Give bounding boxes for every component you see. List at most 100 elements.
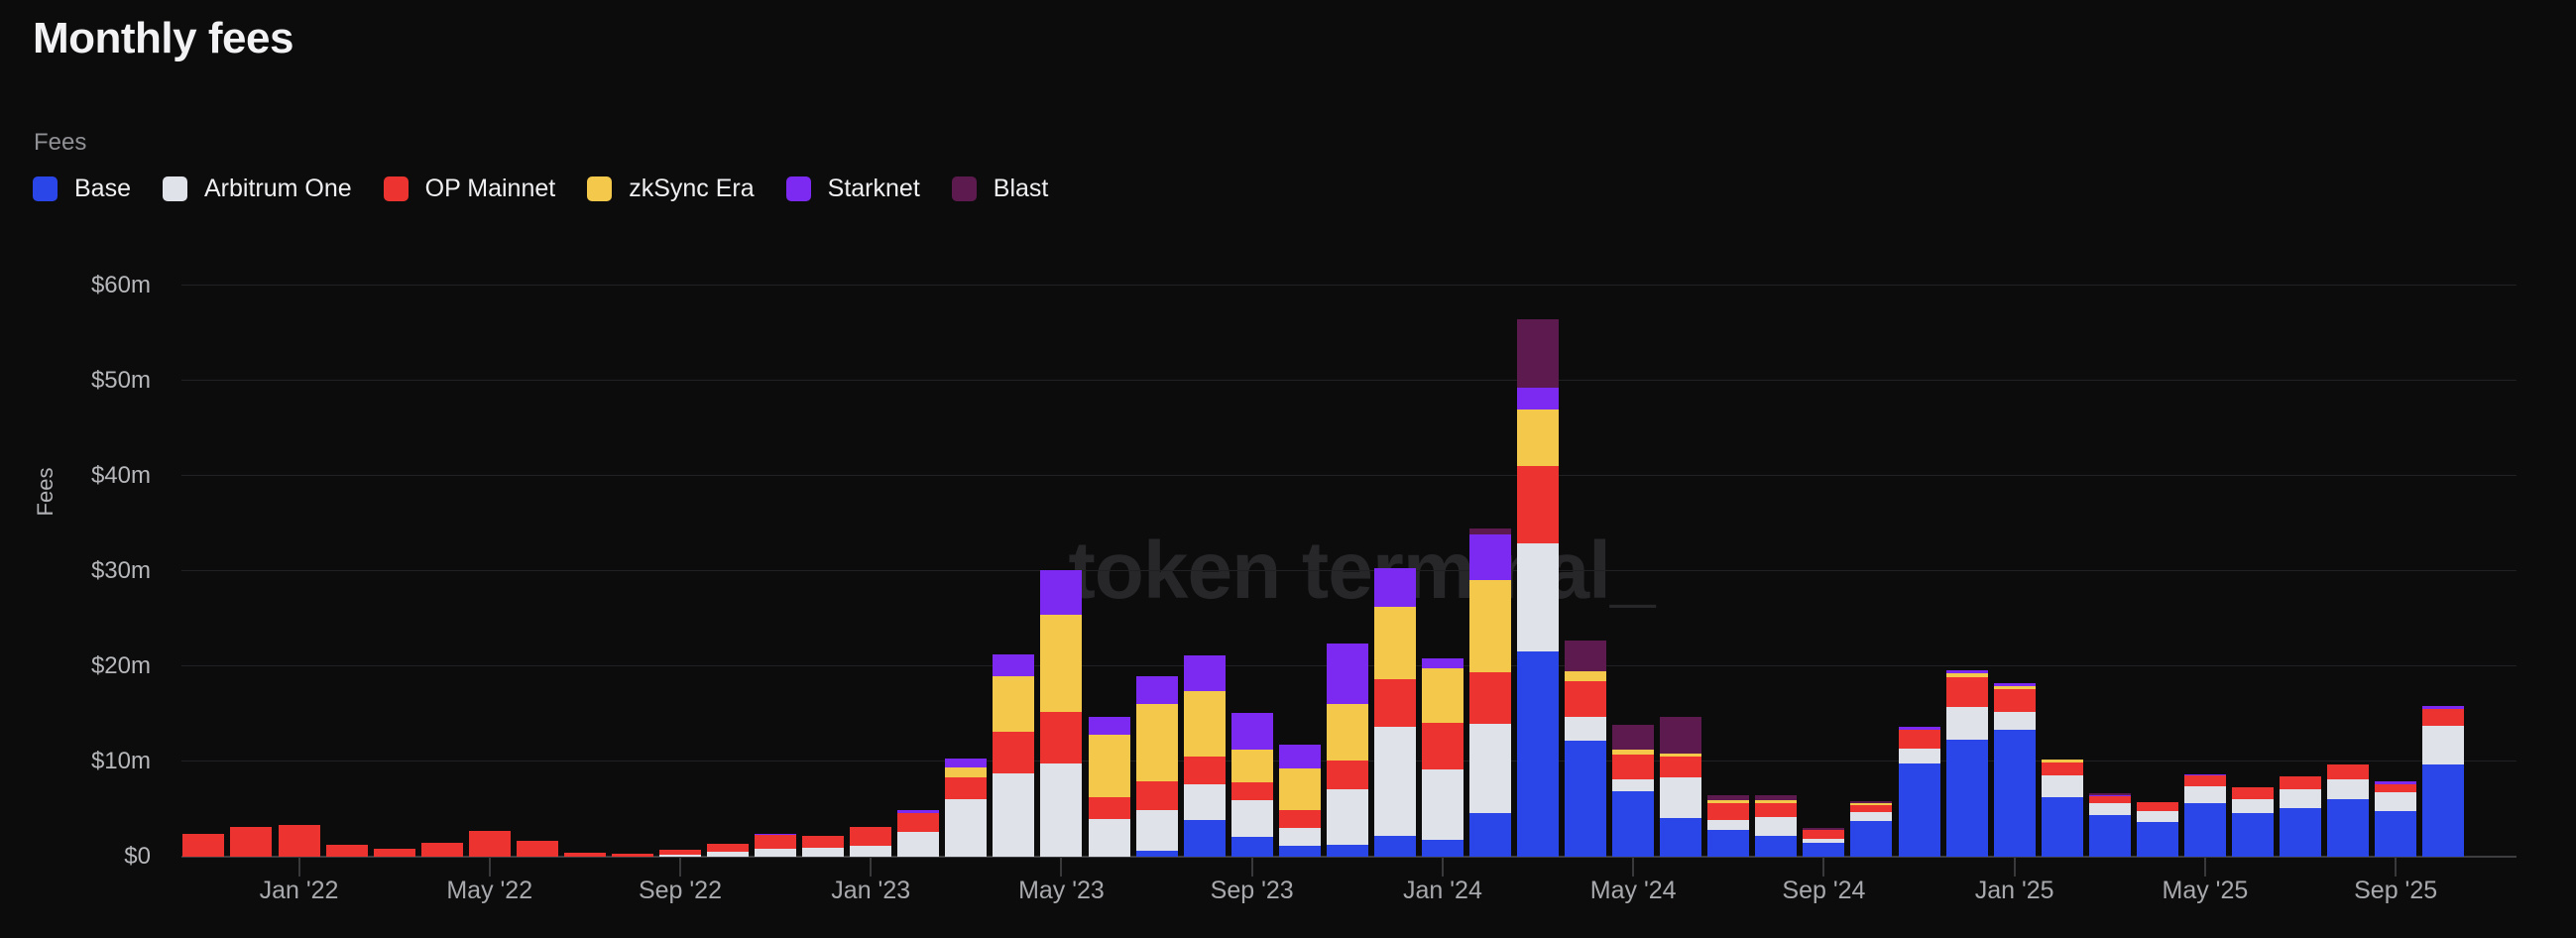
bar-segment-op-mainnet[interactable] (2183, 775, 2226, 786)
bar-segment-op-mainnet[interactable] (230, 827, 273, 857)
bar-sep-24[interactable] (1803, 828, 1845, 857)
bar-segment-zksync-era[interactable] (1278, 767, 1321, 810)
bar-segment-arbitrum-one[interactable] (1278, 828, 1321, 847)
bar-segment-zksync-era[interactable] (1135, 704, 1178, 782)
bar-segment-starknet[interactable] (1278, 744, 1321, 768)
bar-segment-op-mainnet[interactable] (897, 812, 940, 833)
bar-jul-25[interactable] (2280, 776, 2322, 857)
bar-jun-22[interactable] (516, 840, 558, 857)
bar-segment-arbitrum-one[interactable] (658, 854, 701, 857)
bar-segment-op-mainnet[interactable] (1707, 803, 1750, 821)
bar-segment-starknet[interactable] (897, 810, 940, 813)
bar-segment-op-mainnet[interactable] (707, 843, 750, 853)
bar-segment-op-mainnet[interactable] (1326, 761, 1368, 789)
bar-segment-base[interactable] (2231, 812, 2274, 857)
bar-sep-23[interactable] (1230, 713, 1273, 857)
bar-segment-zksync-era[interactable] (1421, 667, 1464, 723)
bar-segment-starknet[interactable] (1898, 727, 1940, 731)
bar-segment-arbitrum-one[interactable] (1898, 749, 1940, 763)
bar-segment-arbitrum-one[interactable] (2041, 775, 2083, 797)
bar-segment-zksync-era[interactable] (945, 766, 988, 778)
bar-segment-op-mainnet[interactable] (1565, 680, 1607, 717)
bar-segment-op-mainnet[interactable] (1135, 781, 1178, 810)
bar-feb-24[interactable] (1469, 528, 1511, 857)
bar-segment-arbitrum-one[interactable] (1230, 800, 1273, 837)
bar-segment-base[interactable] (2422, 763, 2465, 857)
bar-segment-zksync-era[interactable] (993, 675, 1035, 733)
bar-dec-23[interactable] (1373, 568, 1416, 857)
bar-oct-23[interactable] (1278, 744, 1321, 857)
bar-segment-arbitrum-one[interactable] (1612, 779, 1655, 791)
bar-oct-25[interactable] (2422, 706, 2465, 857)
bar-may-23[interactable] (1040, 570, 1083, 857)
bar-segment-zksync-era[interactable] (1230, 749, 1273, 783)
bar-segment-arbitrum-one[interactable] (2375, 792, 2417, 812)
bar-segment-op-mainnet[interactable] (611, 854, 653, 857)
bar-segment-base[interactable] (2327, 798, 2370, 857)
bar-sep-25[interactable] (2375, 781, 2417, 857)
legend-item-base[interactable]: Base (33, 175, 131, 203)
bar-segment-starknet[interactable] (2183, 773, 2226, 776)
bar-segment-op-mainnet[interactable] (1421, 722, 1464, 769)
bar-mar-23[interactable] (945, 758, 988, 857)
bar-segment-starknet[interactable] (1040, 570, 1083, 616)
bar-segment-op-mainnet[interactable] (278, 825, 320, 857)
bar-segment-op-mainnet[interactable] (2136, 802, 2178, 812)
bar-segment-blast[interactable] (1517, 318, 1560, 388)
bar-segment-base[interactable] (1326, 844, 1368, 857)
bar-segment-op-mainnet[interactable] (1469, 671, 1511, 724)
bar-segment-blast[interactable] (1803, 828, 1845, 830)
bar-nov-21[interactable] (182, 833, 225, 857)
bar-segment-base[interactable] (1230, 836, 1273, 857)
bar-segment-starknet[interactable] (1469, 533, 1511, 580)
bar-segment-arbitrum-one[interactable] (1707, 820, 1750, 830)
bar-nov-23[interactable] (1326, 644, 1368, 857)
bar-segment-op-mainnet[interactable] (802, 836, 845, 848)
bar-segment-starknet[interactable] (2375, 781, 2417, 784)
bar-segment-op-mainnet[interactable] (1993, 688, 2036, 713)
bar-segment-base[interactable] (2183, 803, 2226, 857)
bar-oct-24[interactable] (1850, 800, 1893, 857)
bar-segment-arbitrum-one[interactable] (2231, 799, 2274, 813)
bar-segment-zksync-era[interactable] (1040, 615, 1083, 713)
bar-segment-op-mainnet[interactable] (1898, 730, 1940, 750)
bar-segment-op-mainnet[interactable] (2088, 795, 2131, 804)
bar-segment-blast[interactable] (1469, 528, 1511, 534)
bar-segment-arbitrum-one[interactable] (1993, 712, 2036, 731)
legend-item-starknet[interactable]: Starknet (785, 175, 920, 203)
bar-segment-zksync-era[interactable] (1373, 606, 1416, 679)
bar-segment-op-mainnet[interactable] (1373, 678, 1416, 727)
bar-segment-arbitrum-one[interactable] (1517, 543, 1560, 651)
bar-segment-zksync-era[interactable] (1707, 800, 1750, 804)
bar-segment-zksync-era[interactable] (1469, 579, 1511, 672)
bar-segment-base[interactable] (1421, 839, 1464, 857)
bar-segment-base[interactable] (2088, 814, 2131, 857)
bar-segment-starknet[interactable] (1326, 644, 1368, 705)
bar-segment-starknet[interactable] (1373, 568, 1416, 607)
bar-segment-arbitrum-one[interactable] (1803, 839, 1845, 844)
bar-segment-arbitrum-one[interactable] (2136, 811, 2178, 823)
bar-segment-base[interactable] (2375, 811, 2417, 857)
bar-segment-arbitrum-one[interactable] (1183, 784, 1226, 820)
bar-segment-zksync-era[interactable] (1850, 802, 1893, 806)
bar-feb-23[interactable] (897, 810, 940, 857)
bar-segment-arbitrum-one[interactable] (897, 832, 940, 857)
bar-segment-zksync-era[interactable] (1945, 673, 1988, 677)
bar-apr-25[interactable] (2136, 802, 2178, 857)
bar-segment-op-mainnet[interactable] (2375, 783, 2417, 793)
bar-segment-zksync-era[interactable] (1993, 685, 2036, 689)
bar-segment-arbitrum-one[interactable] (802, 847, 845, 857)
bar-segment-base[interactable] (1565, 740, 1607, 857)
bar-mar-25[interactable] (2088, 793, 2131, 857)
bar-segment-base[interactable] (1707, 829, 1750, 857)
bar-segment-op-mainnet[interactable] (2327, 764, 2370, 779)
bar-mar-22[interactable] (373, 849, 415, 857)
bar-segment-zksync-era[interactable] (1517, 409, 1560, 467)
bar-segment-base[interactable] (1660, 818, 1702, 857)
bar-segment-zksync-era[interactable] (1088, 735, 1130, 797)
bar-segment-op-mainnet[interactable] (1850, 805, 1893, 813)
bar-segment-zksync-era[interactable] (2041, 759, 2083, 762)
bar-segment-blast[interactable] (1612, 724, 1655, 750)
bar-segment-base[interactable] (1803, 843, 1845, 857)
bar-segment-arbitrum-one[interactable] (1135, 809, 1178, 852)
